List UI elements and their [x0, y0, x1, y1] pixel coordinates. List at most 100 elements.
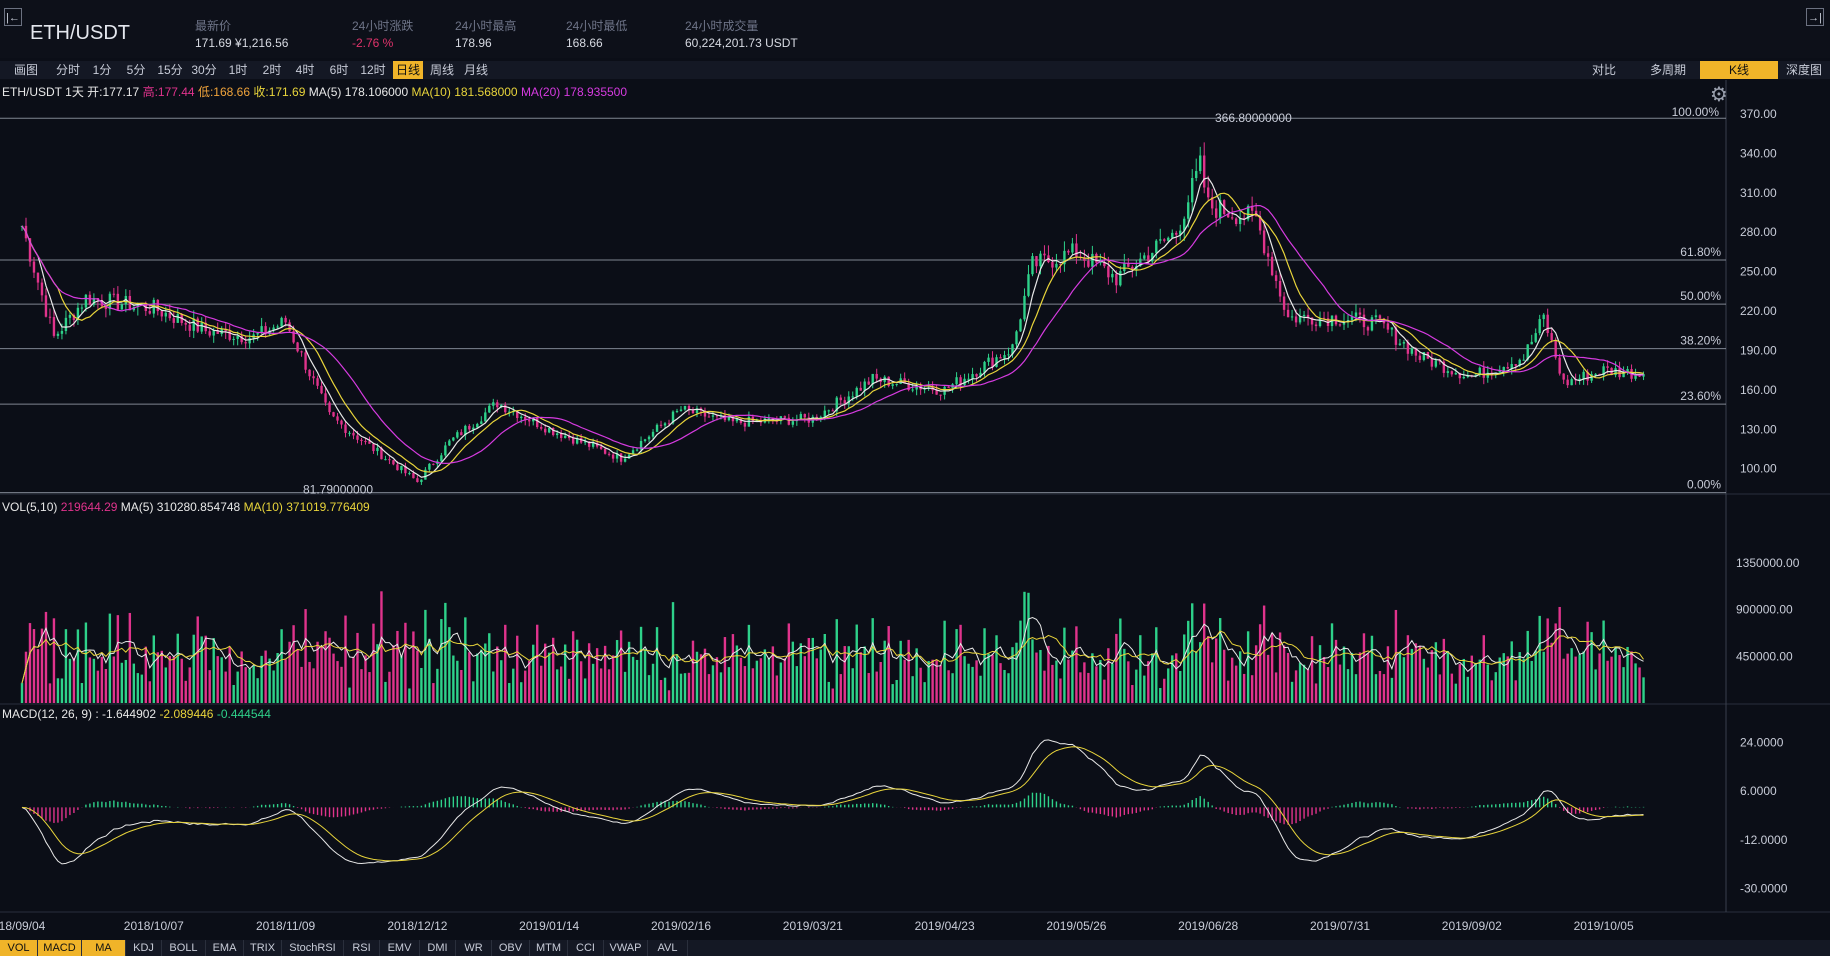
candle-body [1562, 373, 1565, 380]
volume-bar [1179, 670, 1182, 703]
macd-histogram-bar [696, 803, 698, 808]
timeframe-1d[interactable]: 日线 [393, 61, 423, 79]
candle-body [1187, 202, 1190, 219]
volume-bar [244, 667, 247, 703]
timeframe-12h[interactable]: 12时 [360, 63, 386, 77]
indicator-tab-mtm[interactable]: MTM [530, 940, 568, 956]
fib-high-label: 366.80000000 [1215, 111, 1292, 125]
volume-bar [811, 637, 814, 703]
macd-histogram-bar [1531, 800, 1533, 808]
volume-bar [851, 668, 854, 703]
tab-compare[interactable]: 对比 [1591, 63, 1616, 77]
candle-body [1298, 316, 1302, 323]
indicator-tab-vol[interactable]: VOL [0, 940, 38, 956]
candle-body [192, 318, 195, 331]
macd-histogram-bar [336, 807, 339, 818]
volume-bar [108, 613, 112, 703]
timeframe-30m[interactable]: 30分 [191, 63, 217, 77]
gear-icon[interactable]: ⚙ [1710, 84, 1728, 106]
draw-tool-button[interactable]: 画图 [13, 63, 38, 77]
indicator-tab-ema[interactable]: EMA [206, 940, 244, 956]
volume-bar [120, 662, 124, 703]
indicator-tab-macd[interactable]: MACD [38, 940, 82, 956]
volume-bar [548, 652, 551, 703]
macd-histogram-bar [939, 807, 942, 811]
macd-histogram-bar [456, 795, 459, 808]
volume-bar [839, 674, 842, 703]
volume-bar [1570, 648, 1573, 703]
collapse-left-icon[interactable]: |← [4, 8, 22, 26]
timeframe-5m[interactable]: 5分 [126, 63, 146, 77]
volume-bar [140, 674, 144, 703]
volume-bar [372, 623, 375, 703]
macd-histogram-bar [304, 807, 307, 812]
volume-bar [631, 656, 635, 703]
candle-body [1506, 367, 1509, 369]
indicator-tab-obv[interactable]: OBV [492, 940, 530, 956]
indicator-tab-rsi[interactable]: RSI [344, 940, 380, 956]
volume-bar [212, 638, 215, 703]
tab-kline[interactable]: K线 [1700, 61, 1778, 79]
indicator-tab-cci[interactable]: CCI [568, 940, 604, 956]
macd-histogram-bar [951, 807, 954, 809]
volume-bar [695, 651, 699, 703]
volume-bar [1342, 646, 1346, 703]
indicator-tab-avl[interactable]: AVL [648, 940, 688, 956]
tab-depth[interactable]: 深度图 [1785, 63, 1822, 77]
volume-bar [999, 663, 1002, 703]
volume-bar [504, 624, 507, 703]
candle-body [460, 432, 463, 436]
candle-body [492, 402, 495, 406]
macd-histogram-bar [165, 806, 167, 808]
volume-bar [1035, 652, 1038, 703]
collapse-right-icon[interactable]: →| [1806, 8, 1824, 26]
timeframe-1h[interactable]: 1时 [228, 63, 248, 77]
macd-histogram-bar [1479, 804, 1481, 808]
timeframe-1mo[interactable]: 月线 [463, 63, 488, 77]
volume-bar [532, 644, 535, 703]
timeframe-15m[interactable]: 15分 [157, 63, 183, 77]
candle-body [548, 427, 551, 433]
candle-body [1214, 208, 1218, 218]
indicator-tab-wr[interactable]: WR [456, 940, 492, 956]
macd-histogram-bar [364, 807, 367, 812]
macd-histogram-bar [1239, 807, 1241, 815]
indicator-tab-boll[interactable]: BOLL [162, 940, 206, 956]
volume-bar [316, 641, 319, 703]
indicator-tab-trix[interactable]: TRIX [244, 940, 282, 956]
candle-body [975, 374, 978, 377]
indicator-tab-dmi[interactable]: DMI [420, 940, 456, 956]
timeframe-2h[interactable]: 2时 [262, 63, 282, 77]
timeframe-time-share[interactable]: 分时 [55, 63, 80, 77]
volume-bar [587, 643, 591, 703]
volume-bar [1426, 667, 1430, 703]
tab-multi-period[interactable]: 多周期 [1649, 63, 1686, 77]
volume-bar [1402, 657, 1406, 703]
volume-bar [472, 681, 475, 703]
macd-histogram-bar [1558, 807, 1561, 808]
candle-body [1602, 366, 1605, 376]
timeframe-6h[interactable]: 6时 [329, 63, 349, 77]
macd-histogram-bar [1203, 798, 1205, 808]
indicator-tab-vwap[interactable]: VWAP [604, 940, 648, 956]
indicator-tab-kdj[interactable]: KDJ [126, 940, 162, 956]
indicator-tab-ma[interactable]: MA [82, 940, 126, 956]
stat-value-last-price: 171.69 ¥1,216.56 [195, 36, 289, 50]
indicator-tab-emv[interactable]: EMV [380, 940, 420, 956]
candle-body [963, 378, 966, 386]
timeframe-1m[interactable]: 1分 [92, 63, 112, 77]
candle-body [384, 459, 387, 461]
macd-histogram-bar [636, 806, 638, 808]
timeframe-1w[interactable]: 周线 [429, 63, 454, 77]
timeframe-4h[interactable]: 4时 [295, 63, 315, 77]
volume-bar [1107, 648, 1110, 703]
candle-body [544, 428, 547, 433]
volume-bar [424, 609, 427, 703]
candle-body [1622, 372, 1625, 378]
volume-bar [655, 627, 659, 703]
volume-bar [88, 657, 92, 703]
indicator-tab-stochrsi[interactable]: StochRSI [282, 940, 344, 956]
macd-histogram-bar [77, 807, 79, 810]
volume-bar [971, 666, 974, 703]
